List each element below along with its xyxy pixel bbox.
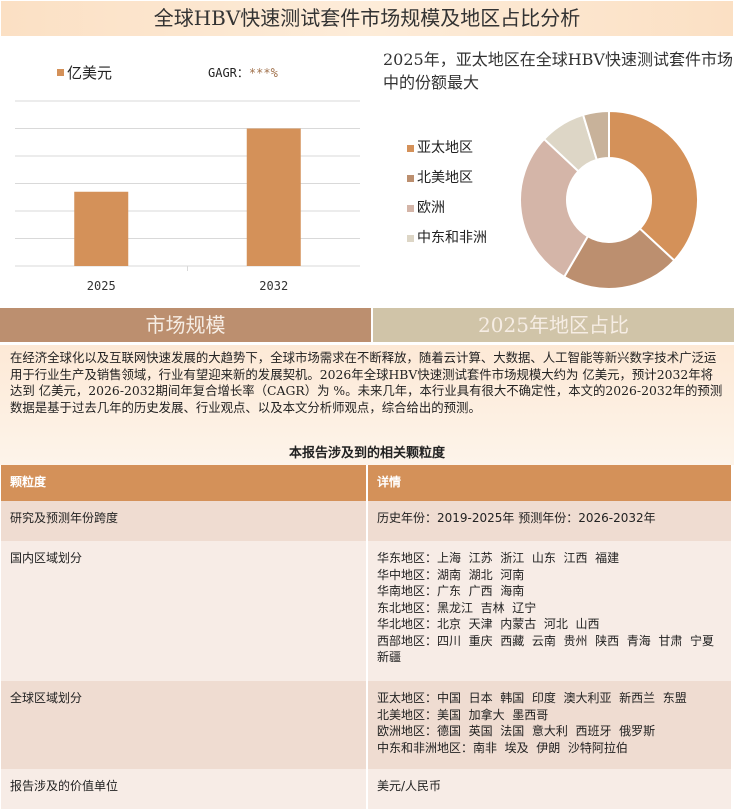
detail-line: 华东地区：上海 江苏 浙江 山东 江西 福建 bbox=[377, 551, 620, 565]
page-title: 全球HBV快速测试套件市场规模及地区占比分析 bbox=[1, 1, 733, 36]
row-detail: 亚太地区：中国 日本 韩国 印度 澳大利亚 新西兰 东盟 北美地区：美国 加拿大 … bbox=[367, 681, 733, 769]
table-header: 颗粒度 详情 bbox=[1, 465, 733, 501]
column-header: 颗粒度 bbox=[1, 465, 368, 501]
pie-legend-item: 中东和非洲 bbox=[407, 229, 487, 247]
pie-legend-item: 北美地区 bbox=[407, 169, 487, 187]
legend-label: 亿美元 bbox=[67, 64, 113, 82]
detail-line: 东北地区：黑龙江 吉林 辽宁 bbox=[377, 600, 537, 615]
legend-label: 欧洲 bbox=[417, 200, 445, 216]
row-detail: 美元/人民币 bbox=[367, 769, 733, 809]
gagr-label: GAGR：***% bbox=[208, 64, 278, 81]
table-row: 报告涉及的价值单位 美元/人民币 bbox=[1, 769, 733, 809]
x-tick-label: 2032 bbox=[259, 279, 288, 293]
row-detail: 历史年份：2019-2025年 预测年份：2026-2032年 bbox=[367, 501, 733, 541]
column-header: 详情 bbox=[367, 465, 733, 501]
legend-swatch bbox=[407, 175, 414, 182]
detail-line: 华北地区：北京 天津 内蒙古 河北 山西 bbox=[377, 617, 600, 631]
donut-chart bbox=[519, 109, 699, 290]
legend-swatch bbox=[407, 145, 414, 152]
table-title: 本报告涉及到的相关颗粒度 bbox=[288, 446, 445, 461]
table-row: 国内区域划分 华东地区：上海 江苏 浙江 山东 江西 福建 华中地区：湖南 湖北 河… bbox=[1, 541, 733, 681]
detail-line: 华南地区：广东 广西 海南 bbox=[377, 584, 525, 598]
bar-legend: 亿美元 bbox=[57, 62, 112, 83]
gagr-title: GAGR： bbox=[208, 66, 249, 80]
section-market-size: 市场规模 bbox=[0, 308, 371, 342]
granularity-table: 颗粒度 详情 研究及预测年份跨度 历史年份：2019-2025年 预测年份：2026-… bbox=[1, 465, 733, 809]
legend-label: 亚太地区 bbox=[417, 140, 473, 156]
table-row: 全球区域划分 亚太地区：中国 日本 韩国 印度 澳大利亚 新西兰 东盟 北美地区：美… bbox=[1, 681, 733, 769]
detail-line: 美元/人民币 bbox=[377, 779, 442, 793]
row-detail: 华东地区：上海 江苏 浙江 山东 江西 福建 华中地区：湖南 湖北 河南 华南地区：… bbox=[367, 541, 733, 681]
table-row: 研究及预测年份跨度 历史年份：2019-2025年 预测年份：2026-2032年 bbox=[1, 501, 733, 541]
donut-slice-1 bbox=[562, 227, 676, 290]
pie-title: 2025年，亚太地区在全球HBV快速测试套件市场中的份额最大 bbox=[383, 50, 733, 92]
legend-label: 中东和非洲 bbox=[417, 230, 487, 246]
legend-swatch bbox=[57, 69, 64, 76]
legend-swatch bbox=[407, 235, 414, 242]
pie-legend-item: 欧洲 bbox=[407, 199, 487, 217]
detail-line: 欧洲地区：德国 英国 法国 意大利 西班牙 俄罗斯 bbox=[377, 724, 656, 738]
detail-line: 北美地区：美国 加拿大 墨西哥 bbox=[377, 707, 549, 722]
detail-line: 西部地区：四川 重庆 西藏 云南 贵州 陕西 青海 甘肃 宁夏 新疆 bbox=[377, 633, 722, 665]
gagr-value: ***% bbox=[248, 66, 278, 80]
row-key: 国内区域划分 bbox=[1, 541, 368, 681]
pie-legend-item: 亚太地区 bbox=[407, 139, 487, 157]
bar-chart: 2025 2032 bbox=[15, 100, 360, 293]
section-region-share: 2025年地区占比 bbox=[373, 308, 734, 342]
row-key: 研究及预测年份跨度 bbox=[1, 501, 368, 541]
detail-line: 华中地区：湖南 湖北 河南 bbox=[377, 567, 525, 582]
detail-line: 历史年份：2019-2025年 预测年份：2026-2032年 bbox=[377, 511, 656, 525]
donut-slice-4 bbox=[581, 109, 610, 162]
donut-slice-2 bbox=[519, 137, 590, 279]
description-paragraph: 在经济全球化以及互联网快速发展的大趋势下，全球市场需求在不断释放，随着云计算、大… bbox=[0, 345, 734, 465]
x-tick-label: 2025 bbox=[87, 279, 116, 293]
row-key: 报告涉及的价值单位 bbox=[1, 769, 368, 809]
legend-label: 北美地区 bbox=[417, 170, 473, 186]
row-key: 全球区域划分 bbox=[1, 681, 368, 769]
donut-slice-0 bbox=[608, 109, 699, 262]
detail-line: 亚太地区：中国 日本 韩国 印度 澳大利亚 新西兰 东盟 bbox=[377, 691, 687, 705]
bar-2025 bbox=[74, 191, 129, 266]
legend-swatch bbox=[407, 205, 414, 212]
detail-line: 中东和非洲地区：南非 埃及 伊朗 沙特阿拉伯 bbox=[377, 740, 628, 755]
bar-2032 bbox=[246, 128, 301, 266]
